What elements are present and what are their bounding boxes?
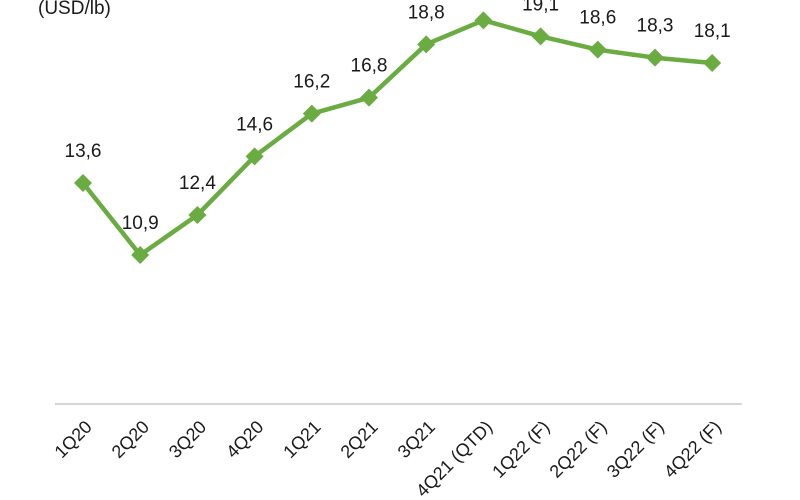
data-point-marker	[703, 54, 722, 72]
data-point-marker	[646, 48, 664, 67]
data-label: 16,8	[351, 56, 388, 77]
data-point-marker	[131, 246, 150, 264]
x-tick-label: 1Q21	[279, 417, 324, 462]
data-point-marker	[417, 35, 436, 54]
data-label: 19,1	[522, 0, 559, 15]
data-point-marker	[245, 147, 264, 166]
data-label: 10,9	[122, 213, 159, 234]
x-tick-label: 4Q22 (F)	[660, 417, 725, 482]
data-point-marker	[188, 206, 207, 224]
data-label: 12,4	[179, 173, 216, 194]
data-point-marker	[474, 11, 493, 30]
data-point-marker	[360, 88, 378, 107]
data-point-marker	[531, 27, 550, 46]
x-tick-label: 3Q22 (F)	[603, 417, 668, 482]
x-tick-label: 2Q21	[337, 417, 382, 462]
x-tick-label: 3Q20	[165, 417, 210, 462]
data-label: 18,8	[408, 2, 445, 23]
x-tick-label: 4Q20	[222, 417, 267, 462]
x-tick-label: 1Q22 (F)	[488, 417, 553, 482]
x-tick-label: 3Q21	[394, 417, 439, 462]
data-label: 16,2	[293, 72, 330, 93]
data-label: 18,3	[637, 16, 674, 37]
data-point-marker	[302, 104, 321, 123]
x-tick-label: 1Q20	[51, 417, 96, 462]
data-point-marker	[588, 40, 607, 59]
data-label: 18,6	[579, 8, 616, 29]
data-label: 14,6	[236, 114, 273, 135]
x-tick-label: 2Q22 (F)	[546, 417, 611, 482]
data-label: 18,1	[694, 21, 731, 42]
data-label: 13,6	[65, 141, 102, 162]
series-line	[81, 18, 713, 258]
y-unit-label: (USD/lb)	[38, 0, 111, 19]
x-tick-label: 2Q20	[108, 417, 153, 462]
data-point-marker	[74, 174, 92, 192]
